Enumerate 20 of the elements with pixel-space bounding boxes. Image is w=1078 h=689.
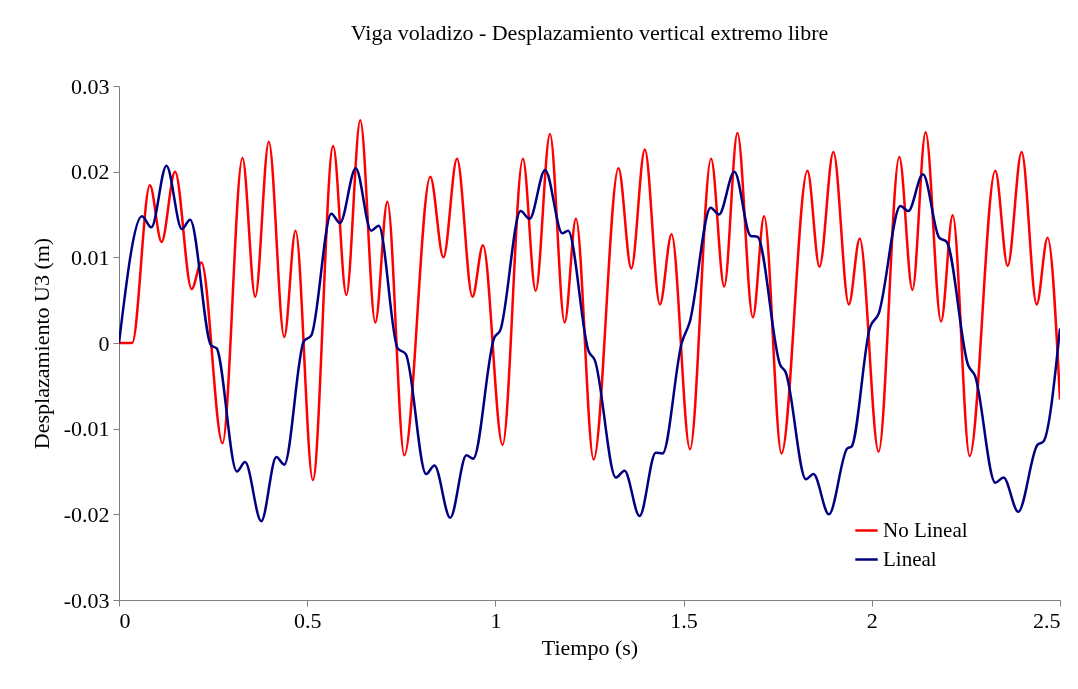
y-tick-label: 0.03	[71, 73, 110, 99]
y-tick-label: -0.01	[63, 416, 110, 442]
x-tick-label: 0.5	[293, 607, 322, 633]
x-axis-title: Tiempo (s)	[541, 634, 639, 660]
x-tick-label: 1	[490, 607, 502, 633]
y-tick-label: 0.01	[71, 244, 110, 270]
y-tick-label: 0	[98, 330, 110, 356]
x-tick-label: 2.5	[1033, 607, 1061, 633]
x-tick-label: 2	[866, 607, 878, 633]
x-tick-label: 1.5	[670, 607, 698, 633]
y-tick-label: 0.02	[71, 159, 110, 185]
line-series	[119, 119, 1060, 482]
chart-title: Viga voladizo - Desplazamiento vertical extremo libre	[350, 20, 829, 45]
y-tick-label: -0.02	[63, 501, 110, 527]
y-tick-label: -0.03	[63, 587, 110, 613]
legend-label: No Lineal	[883, 517, 968, 542]
line-series	[119, 164, 1060, 523]
y-axis-title: Desplazamiento U3 (m)	[28, 237, 54, 450]
legend-label: Lineal	[883, 546, 937, 571]
x-tick-label: 0	[119, 607, 131, 633]
